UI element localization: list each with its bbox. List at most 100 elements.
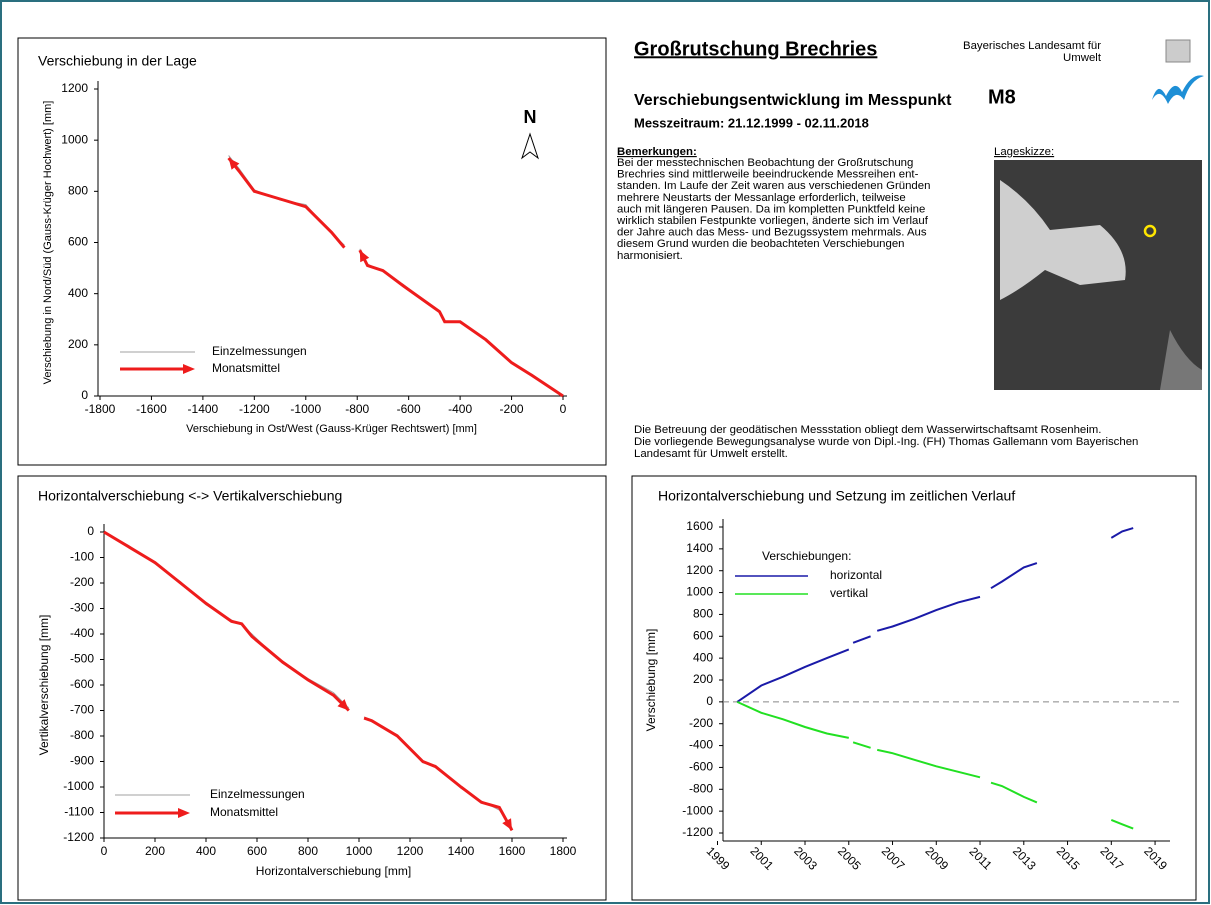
- chart-title: Horizontalverschiebung <-> Vertikalversc…: [38, 488, 342, 504]
- y-tick-label: 600: [693, 628, 713, 642]
- legend-label: Monatsmittel: [212, 361, 280, 375]
- point: M8: [988, 86, 1016, 108]
- x-tick-label: 200: [145, 844, 165, 858]
- legend-label: vertikal: [830, 586, 868, 600]
- footer-line: Landesamt für Umwelt erstellt.: [634, 448, 788, 460]
- y-axis-label: Verschiebung [mm]: [644, 629, 658, 732]
- y-tick-label: 1000: [61, 132, 88, 146]
- y-axis-label: Verschiebung in Nord/Süd (Gauss-Krüger H…: [42, 101, 54, 385]
- remark-line: diesem Grund wurden die beobachteten Ver…: [617, 238, 905, 250]
- x-tick-label: 2007: [879, 844, 908, 873]
- y-tick-label: 600: [68, 235, 88, 249]
- x-tick-label: 1000: [346, 844, 373, 858]
- x-tick-label: -1800: [85, 402, 116, 416]
- remark-line: Brechries sind mittlerweile beeindrucken…: [617, 169, 919, 181]
- series-line: [737, 702, 1133, 829]
- logo-crest: [1166, 40, 1190, 62]
- y-tick-label: 200: [693, 672, 713, 686]
- panel: [18, 38, 606, 465]
- remark-line: Bei der messtechnischen Beobachtung der …: [617, 157, 913, 169]
- x-tick-label: -600: [397, 402, 421, 416]
- period: Messzeitraum: 21.12.1999 - 02.11.2018: [634, 115, 869, 130]
- org: Bayerisches Landesamt für: [963, 40, 1101, 52]
- chart-title: Horizontalverschiebung und Setzung im ze…: [658, 488, 1015, 504]
- x-tick-label: 1800: [550, 844, 577, 858]
- x-tick-label: -400: [448, 402, 472, 416]
- x-tick-label: 2013: [1010, 844, 1039, 873]
- y-tick-label: -400: [689, 738, 713, 752]
- y-tick-label: -1000: [63, 779, 94, 793]
- x-tick-label: 800: [298, 844, 318, 858]
- y-tick-label: 0: [81, 388, 88, 402]
- x-tick-label: 2005: [835, 844, 864, 873]
- x-tick-label: -1000: [290, 402, 321, 416]
- north-arrow: [522, 134, 538, 158]
- x-tick-label: 2001: [747, 844, 776, 873]
- y-tick-label: -600: [70, 677, 94, 691]
- series-line: [229, 156, 563, 397]
- logo: [1152, 75, 1204, 104]
- chart-title: Verschiebung in der Lage: [38, 53, 197, 69]
- y-tick-label: 800: [693, 607, 713, 621]
- panel: [632, 476, 1196, 900]
- remark-line: wirklich stabilen Festpunkte vorliegen, …: [616, 215, 929, 227]
- y-tick-label: -1200: [682, 825, 713, 839]
- footer-line: Die Betreuung der geodätischen Messstati…: [634, 424, 1101, 436]
- y-tick-label: -500: [70, 652, 94, 666]
- legend-label: horizontal: [830, 568, 882, 582]
- y-tick-label: -200: [689, 716, 713, 730]
- x-tick-label: 1200: [397, 844, 424, 858]
- x-tick-label: 2009: [922, 844, 951, 873]
- y-tick-label: 800: [68, 184, 88, 198]
- heading: Verschiebungsentwicklung im Messpunkt: [634, 92, 952, 109]
- page: Großrutschung Brechries Bayerisches Land…: [0, 0, 1211, 905]
- x-tick-label: 2017: [1098, 844, 1127, 873]
- y-tick-label: 0: [87, 524, 94, 538]
- y-tick-label: -800: [689, 781, 713, 795]
- x-tick-label: 1400: [448, 844, 475, 858]
- y-tick-label: -700: [70, 703, 94, 717]
- panel: [18, 476, 606, 900]
- sketch-title: Lageskizze:: [994, 146, 1054, 158]
- y-axis-label: Vertikalverschiebung [mm]: [37, 615, 51, 756]
- y-tick-label: -1000: [682, 803, 713, 817]
- x-tick-label: 600: [247, 844, 267, 858]
- x-tick-label: -1400: [188, 402, 219, 416]
- frame: [1, 1, 1209, 903]
- x-tick-label: -1200: [239, 402, 270, 416]
- x-axis-label: Verschiebung in Ost/West (Gauss-Krüger R…: [186, 423, 477, 435]
- series-line: [104, 532, 512, 830]
- arrowhead: [502, 818, 516, 832]
- x-tick-label: 2003: [791, 844, 820, 873]
- x-tick-label: 1999: [704, 844, 733, 873]
- footer-line: Die vorliegende Bewegungsanalyse wurde v…: [634, 436, 1138, 448]
- legend-label: Einzelmessungen: [210, 787, 305, 801]
- y-tick-label: -1100: [64, 805, 94, 819]
- y-tick-label: -200: [70, 575, 94, 589]
- x-tick-label: 0: [101, 844, 108, 858]
- y-tick-label: -100: [70, 550, 94, 564]
- y-tick-label: -800: [70, 728, 94, 742]
- x-tick-label: -800: [345, 402, 369, 416]
- y-tick-label: 400: [693, 650, 713, 664]
- y-tick-label: 1600: [686, 519, 713, 533]
- legend-arrowhead: [183, 364, 195, 374]
- org: Umwelt: [1063, 52, 1102, 64]
- x-tick-label: -1600: [136, 402, 167, 416]
- x-tick-label: 0: [560, 402, 567, 416]
- legend-arrowhead: [178, 808, 190, 818]
- y-tick-label: 400: [68, 286, 88, 300]
- y-tick-label: 0: [706, 694, 713, 708]
- x-axis-label: Horizontalverschiebung [mm]: [256, 864, 411, 878]
- doc-title: Großrutschung Brechries: [634, 38, 877, 60]
- y-tick-label: 1200: [61, 81, 88, 95]
- legend-label: Einzelmessungen: [212, 344, 307, 358]
- y-tick-label: 200: [68, 337, 88, 351]
- north-label: N: [524, 107, 537, 127]
- remark-line: mehrere Neustarts der Messanlage erforde…: [617, 192, 906, 204]
- x-tick-label: 2015: [1054, 844, 1083, 873]
- x-tick-label: 2011: [967, 844, 995, 872]
- legend-label: Monatsmittel: [210, 805, 278, 819]
- remark-line: standen. Im Laufe der Zeit waren aus ver…: [617, 180, 930, 192]
- x-tick-label: 400: [196, 844, 216, 858]
